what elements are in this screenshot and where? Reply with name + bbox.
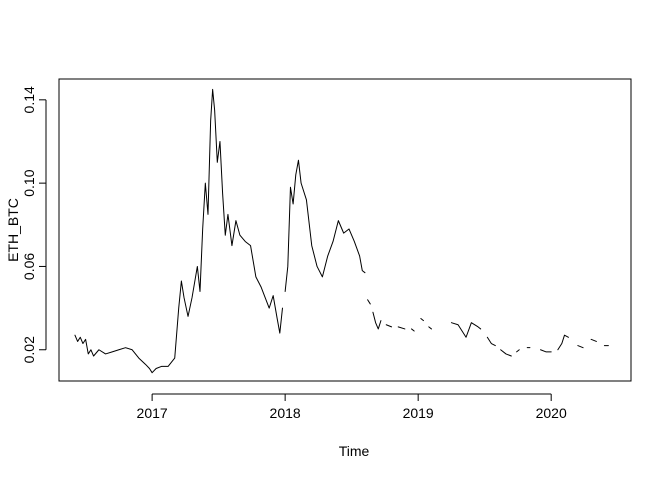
series-line-segment (397, 326, 406, 330)
series-line-segment (420, 318, 424, 322)
series-line-segment (367, 299, 371, 305)
y-tick-label: 0.06 (21, 253, 37, 280)
y-tick-label: 0.14 (21, 86, 37, 113)
plot-frame (58, 78, 632, 382)
y-tick-label: 0.10 (21, 169, 37, 196)
x-axis: 2017 2018 2019 2020 (137, 393, 567, 421)
x-tick-label: 2020 (536, 405, 567, 421)
series-line-segment (516, 349, 520, 353)
series-line-segment (411, 328, 415, 332)
x-tick-label: 2017 (137, 405, 168, 421)
x-axis-title: Time (339, 443, 370, 459)
series-layer (74, 88, 609, 374)
series-line-segment (577, 345, 584, 349)
y-axis: 0.02 0.06 0.10 0.14 (21, 86, 47, 363)
series-line-segment (450, 322, 482, 338)
series-line-segment (486, 336, 496, 347)
series-line-segment (428, 326, 432, 330)
series-line-segment (590, 338, 597, 342)
series-line-segment (284, 159, 366, 292)
series-line-segment (557, 334, 569, 351)
series-line-segment (540, 349, 552, 353)
y-tick-label: 0.02 (21, 336, 37, 363)
series-line-segment (500, 349, 512, 357)
x-tick-label: 2019 (403, 405, 434, 421)
series-line-segment (385, 324, 393, 328)
series-line-segment (74, 88, 283, 374)
y-axis-title: ETH_BTC (5, 198, 21, 262)
series-line-segment (372, 311, 382, 330)
x-tick-label: 2018 (270, 405, 301, 421)
